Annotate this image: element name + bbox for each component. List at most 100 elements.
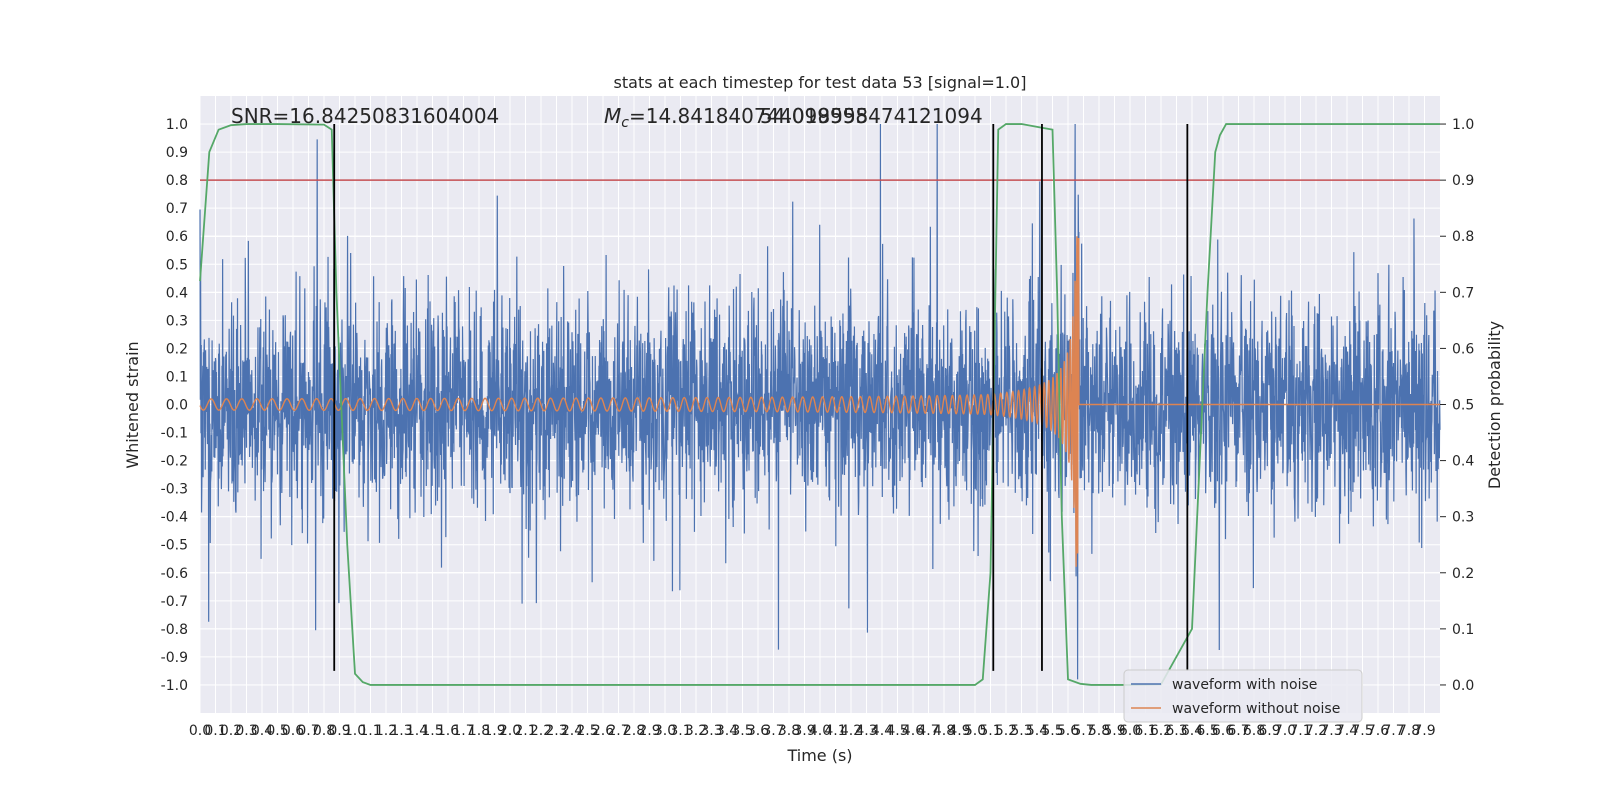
legend-label-noisy: waveform with noise [1172, 677, 1317, 693]
legend-box [1123, 669, 1363, 723]
x-tick-label: 2.4 [561, 723, 583, 739]
x-tick-label: 2.0 [499, 723, 521, 739]
y-tick-label: -1.0 [161, 678, 188, 694]
x-tick-label: 3.8 [778, 723, 800, 739]
x-tick-label: 4.9 [948, 723, 970, 739]
x-tick-label: 7.3 [1320, 723, 1342, 739]
y-tick-label: 0.9 [166, 145, 188, 161]
y-tick-label: 0.2 [166, 341, 188, 357]
y2-axis-label: Detection probability [1485, 321, 1504, 489]
x-tick-label: 7.2 [1305, 723, 1327, 739]
x-axis-label: Time (s) [786, 746, 852, 765]
x-tick-label: 4.3 [855, 723, 877, 739]
x-tick-label: 0.5 [266, 723, 288, 739]
x-tick-label: 1.9 [483, 723, 505, 739]
x-tick-label: 2.7 [607, 723, 629, 739]
x-tick-label: 5.8 [1088, 723, 1110, 739]
y-tick-label: -0.8 [161, 622, 188, 638]
x-tick-label: 2.1 [514, 723, 536, 739]
mc-symbol: M [604, 104, 621, 128]
x-tick-label: 0.4 [251, 723, 273, 739]
x-tick-label: 2.6 [592, 723, 614, 739]
x-tick-label: 4.6 [902, 723, 924, 739]
x-tick-label: 7.5 [1351, 723, 1373, 739]
y-tick-label: 1.0 [166, 117, 188, 133]
y2-tick-label: 0.7 [1452, 285, 1474, 301]
x-tick-label: 7.8 [1398, 723, 1420, 739]
x-tick-label: 7.7 [1382, 723, 1404, 739]
x-tick-label: 5.5 [1041, 723, 1063, 739]
mc-subscript: c [621, 115, 629, 131]
x-tick-label: 2.5 [576, 723, 598, 739]
x-tick-label: 6.5 [1196, 723, 1218, 739]
y-tick-label: 0.4 [166, 285, 188, 301]
chart-title: stats at each timestep for test data 53 … [614, 73, 1027, 92]
y-tick-label: 0.5 [166, 257, 188, 273]
x-tick-label: 5.2 [995, 723, 1017, 739]
snr-annotation: SNR=16.84250831604004 [231, 104, 499, 128]
x-tick-label: 3.0 [654, 723, 676, 739]
y-tick-label: 0.8 [166, 173, 188, 189]
x-tick-label: 2.3 [545, 723, 567, 739]
x-tick-label: 4.4 [871, 723, 893, 739]
x-tick-label: 2.9 [638, 723, 660, 739]
x-tick-label: 6.2 [1150, 723, 1172, 739]
y-tick-label: -0.1 [161, 426, 188, 442]
x-tick-label: 0.2 [220, 723, 242, 739]
x-tick-label: 6.1 [1134, 723, 1156, 739]
x-tick-label: 1.5 [421, 723, 443, 739]
x-tick-label: 4.7 [917, 723, 939, 739]
x-tick-label: 1.2 [375, 723, 397, 739]
y-tick-label: 0.7 [166, 201, 188, 217]
x-tick-label: 7.9 [1413, 723, 1435, 739]
y-tick-label: -0.3 [161, 482, 188, 498]
x-tick-label: 1.0 [344, 723, 366, 739]
x-tick-label: 6.8 [1243, 723, 1265, 739]
x-tick-label: 5.1 [979, 723, 1001, 739]
x-tick-label: 3.2 [685, 723, 707, 739]
x-tick-label: 0.8 [313, 723, 335, 739]
x-tick-label: 5.0 [964, 723, 986, 739]
x-tick-label: 7.1 [1289, 723, 1311, 739]
x-tick-label: 5.9 [1103, 723, 1125, 739]
series-line-waveform-without-noise [199, 236, 1440, 567]
x-tick-label: 5.7 [1072, 723, 1094, 739]
x-tick-label: 4.8 [933, 723, 955, 739]
x-tick-label: 4.5 [886, 723, 908, 739]
x-tick-label: 0.9 [328, 723, 350, 739]
y2-tick-label: 0.4 [1452, 454, 1474, 470]
x-tick-label: 6.0 [1119, 723, 1141, 739]
y2-tick-label: 0.5 [1452, 398, 1474, 414]
x-tick-label: 4.2 [840, 723, 862, 739]
x-tick-label: 2.2 [530, 723, 552, 739]
x-tick-label: 4.1 [824, 723, 846, 739]
x-tick-label: 3.3 [700, 723, 722, 739]
x-tick-label: 5.3 [1010, 723, 1032, 739]
x-tick-label: 1.8 [468, 723, 490, 739]
y2-tick-label: 0.0 [1452, 678, 1474, 694]
x-tick-label: 5.6 [1057, 723, 1079, 739]
x-tick-label: 6.6 [1212, 723, 1234, 739]
y-tick-label: -0.4 [161, 510, 188, 526]
chirp-mass-annotation: Mc=14.841840744018555 [604, 104, 868, 131]
y2-tick-label: 0.1 [1452, 622, 1474, 638]
series-layer [199, 123, 1441, 686]
y-tick-label: 0.6 [166, 229, 188, 245]
x-tick-label: 7.4 [1336, 723, 1358, 739]
x-tick-label: 1.1 [359, 723, 381, 739]
x-tick-label: 3.1 [669, 723, 691, 739]
mc-value: =14.841840744018555 [629, 104, 868, 128]
series-line-waveform-with-noise [199, 124, 1441, 680]
y2-tick-label: 0.9 [1452, 173, 1474, 189]
x-tick-label: 3.9 [793, 723, 815, 739]
x-tick-label: 1.3 [390, 723, 412, 739]
x-tick-label: 3.7 [762, 723, 784, 739]
extra-annotation: 54.099998474121094 [760, 104, 983, 128]
x-tick-label: 0.1 [204, 723, 226, 739]
x-tick-label: 0.3 [235, 723, 257, 739]
x-tick-label: 1.6 [437, 723, 459, 739]
x-tick-label: 0.7 [297, 723, 319, 739]
x-tick-label: 3.5 [731, 723, 753, 739]
x-tick-label: 2.8 [623, 723, 645, 739]
